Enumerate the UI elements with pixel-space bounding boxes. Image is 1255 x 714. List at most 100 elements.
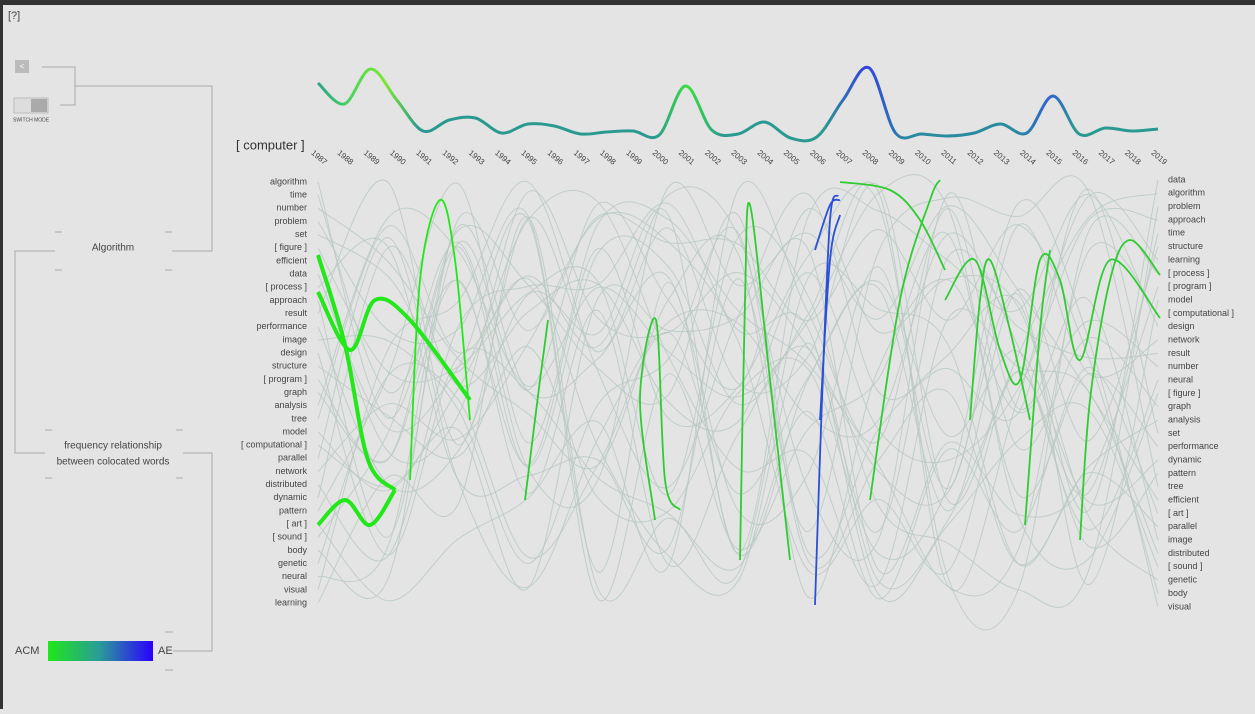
stream-highlight [1024,249,1051,526]
left-word: dynamic [273,492,307,502]
streams [316,174,1161,631]
year-label: 1991 [414,148,434,167]
left-word: neural [282,571,307,581]
year-label: 1999 [624,148,644,167]
right-word: time [1168,228,1185,238]
left-word: algorithm [270,176,307,186]
right-word: model [1168,294,1193,304]
right-word: network [1168,334,1200,344]
right-word: [ computational ] [1168,308,1234,318]
stream-line [317,207,1159,599]
year-label: 2006 [808,148,828,167]
year-label: 2002 [703,148,723,167]
right-word: set [1168,428,1181,438]
stream-highlight [969,258,1031,421]
right-word: data [1168,174,1186,184]
right-word: [ program ] [1168,281,1212,291]
right-word: visual [1168,601,1191,611]
left-word: [ figure ] [274,242,307,252]
year-label: 1996 [546,148,566,167]
year-label: 1992 [441,148,461,167]
year-label: 1995 [519,148,539,167]
right-word: pattern [1168,468,1196,478]
year-label: 2012 [966,148,986,167]
year-label: 1987 [309,148,329,167]
stream-highlight [814,198,841,251]
right-word: image [1168,535,1193,545]
year-label: 2011 [939,148,958,166]
right-word: graph [1168,401,1191,411]
right-word: [ process ] [1168,268,1210,278]
stream-line [317,207,1159,573]
help-link[interactable]: [?] [8,10,20,22]
stream-highlight [944,252,1161,386]
left-word: [ computational ] [241,440,307,450]
stream-line [317,208,1159,498]
stream-line [317,216,1159,604]
stream-highlight [316,291,472,402]
right-word: parallel [1168,521,1197,531]
right-word: approach [1168,214,1206,224]
year-label: 2016 [1071,148,1091,167]
stream-line [317,179,1159,559]
year-label: 1988 [336,148,356,167]
year-label: 1997 [572,148,592,167]
year-label: 1990 [388,148,408,167]
left-word: graph [284,387,307,397]
right-word: genetic [1168,575,1198,585]
stream-highlight [1079,239,1161,541]
right-word: dynamic [1168,455,1202,465]
panel-label: Algorithm [92,243,134,254]
stream-line [317,238,1159,591]
year-label: 2010 [913,148,933,167]
stream-line [317,206,1159,608]
left-word: result [285,308,308,318]
back-button[interactable] [15,60,29,73]
stream-highlight [524,319,549,501]
right-word: design [1168,321,1195,331]
stream-line [317,181,1159,592]
stream-line [317,248,1159,568]
year-label: 2019 [1149,148,1169,167]
right-word: performance [1168,441,1219,451]
left-word: network [275,466,307,476]
stream-line [317,202,1159,602]
left-word: learning [275,597,307,607]
year-label: 2014 [1018,148,1038,167]
left-word: tree [291,413,307,423]
left-word: problem [274,216,307,226]
year-label: 1994 [493,148,513,167]
switch-knob[interactable] [31,99,47,112]
left-word: body [287,545,307,555]
right-word: [ sound ] [1168,561,1203,571]
year-label: 2005 [782,148,802,167]
year-label: 2015 [1044,148,1064,167]
left-word: approach [269,295,307,305]
back-label[interactable]: < [20,62,25,71]
panel-label: frequency relationship [64,441,162,452]
right-word: structure [1168,241,1203,251]
left-word: time [290,190,307,200]
left-word: [ art ] [286,519,307,529]
right-word: analysis [1168,414,1201,424]
year-label: 2004 [756,148,776,167]
stream-highlight [869,179,941,501]
right-word: distributed [1168,548,1210,558]
year-label: 2018 [1123,148,1143,167]
stream-line [317,181,1159,538]
right-word: learning [1168,254,1200,264]
query-word: [ computer ] [236,137,305,152]
right-word: neural [1168,374,1193,384]
year-label: 1993 [467,148,487,167]
right-word: problem [1168,201,1201,211]
right-word: [ art ] [1168,508,1189,518]
stream-line [317,201,1159,581]
year-label: 2003 [729,148,749,167]
year-label: 2017 [1097,148,1117,167]
left-edge [0,0,3,709]
stream-line [317,213,1159,602]
left-word: design [280,347,307,357]
left-word: parallel [278,453,307,463]
left-word: performance [256,321,307,331]
stream-line [317,190,1159,586]
